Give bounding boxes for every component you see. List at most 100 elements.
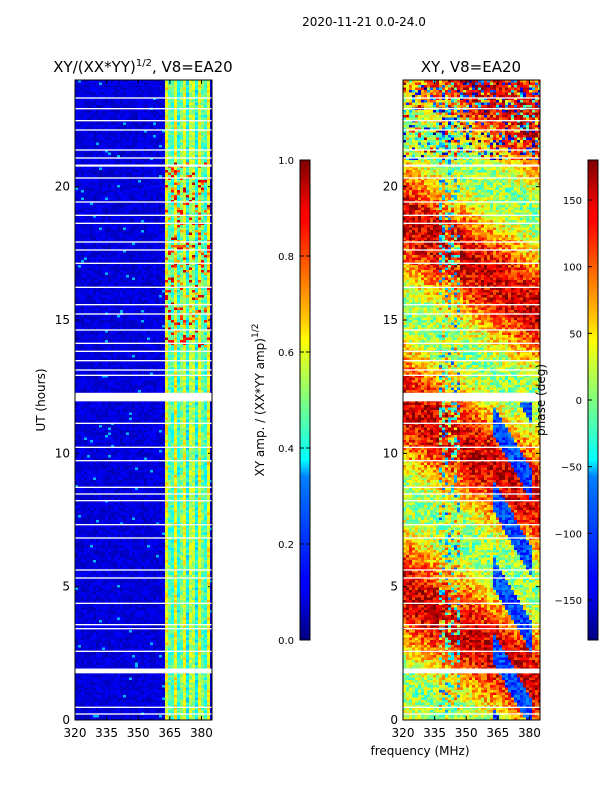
heatmap-cell [111, 147, 115, 151]
heatmap-cell [168, 335, 172, 338]
heatmap-cell [162, 187, 166, 191]
heatmap-cell [141, 130, 145, 133]
heatmap-cell [192, 225, 196, 228]
heatmap-cell [102, 292, 106, 296]
heatmap-cell [123, 245, 127, 248]
heatmap-cell [168, 247, 172, 251]
heatmap-cell [195, 150, 199, 153]
heatmap-cell [207, 135, 211, 138]
heatmap-cell [195, 122, 199, 126]
heatmap-cell [78, 237, 82, 241]
heatmap-cell [132, 142, 136, 146]
heatmap-cell [87, 220, 91, 223]
heatmap-cell [204, 117, 208, 121]
heatmap-cell [96, 287, 100, 291]
heatmap-cell [129, 277, 133, 281]
heatmap-cell [165, 185, 169, 188]
heatmap-cell [195, 217, 199, 221]
heatmap-cell [96, 120, 100, 123]
heatmap-cell [114, 305, 118, 308]
heatmap-cell [93, 92, 97, 96]
heatmap-cell [117, 292, 121, 296]
heatmap-cell [153, 292, 157, 296]
heatmap-cell [192, 180, 196, 183]
heatmap-cell [123, 97, 127, 101]
heatmap-cell [180, 340, 184, 343]
heatmap-cell [189, 227, 193, 231]
heatmap-cell [150, 285, 154, 288]
heatmap-cell [138, 105, 142, 108]
heatmap-cell [78, 255, 82, 258]
heatmap-cell [195, 185, 199, 188]
heatmap-cell [153, 190, 157, 193]
heatmap-cell [126, 210, 130, 213]
heatmap-cell [207, 190, 211, 193]
heatmap-cell [180, 315, 184, 318]
heatmap-cell [210, 142, 212, 146]
heatmap-cell [153, 230, 157, 233]
heatmap-cell [141, 192, 145, 196]
heatmap-cell [87, 307, 91, 311]
heatmap-cell [183, 112, 187, 116]
heatmap-cell [210, 335, 212, 338]
heatmap-cell [99, 147, 103, 151]
heatmap-cell [93, 345, 97, 348]
heatmap-cell [120, 150, 124, 153]
heatmap-cell [102, 332, 106, 336]
heatmap-cell [195, 155, 199, 158]
heatmap-cell [129, 337, 133, 341]
heatmap-cell [168, 337, 172, 341]
heatmap-cell [114, 180, 118, 183]
heatmap-cell [162, 190, 166, 193]
heatmap-cell [120, 230, 124, 233]
heatmap-cell [126, 247, 130, 251]
heatmap-cell [120, 135, 124, 138]
heatmap-cell [144, 175, 148, 178]
heatmap-cell [126, 287, 130, 291]
heatmap-cell [165, 175, 169, 178]
heatmap-cell [105, 205, 109, 208]
heatmap-cell [96, 205, 100, 208]
heatmap-cell [141, 235, 145, 238]
heatmap-cell [156, 192, 160, 196]
heatmap-cell [174, 257, 178, 261]
heatmap-cell [87, 115, 91, 118]
heatmap-cell [201, 160, 205, 163]
heatmap-cell [99, 302, 103, 306]
heatmap-cell [114, 80, 118, 83]
heatmap-cell [144, 82, 148, 86]
heatmap-cell [138, 227, 142, 231]
heatmap-cell [183, 180, 187, 183]
heatmap-cell [141, 300, 145, 303]
heatmap-cell [156, 237, 160, 241]
heatmap-cell [93, 287, 97, 291]
heatmap-cell [138, 147, 142, 151]
heatmap-cell [96, 277, 100, 281]
heatmap-cell [210, 92, 212, 96]
heatmap-cell [93, 87, 97, 91]
heatmap-cell [84, 235, 88, 238]
heatmap-cell [141, 285, 145, 288]
heatmap-cell [75, 180, 79, 183]
heatmap-cell [105, 345, 109, 348]
heatmap-cell [99, 80, 103, 83]
heatmap-cell [111, 307, 115, 311]
heatmap-cell [195, 120, 199, 123]
heatmap-cell [207, 192, 211, 196]
heatmap-cell [84, 232, 88, 236]
heatmap-cell [153, 157, 157, 161]
heatmap-cell [192, 272, 196, 276]
heatmap-cell [96, 215, 100, 218]
heatmap-cell [159, 185, 163, 188]
heatmap-cell [162, 180, 166, 183]
heatmap-cell [114, 220, 118, 223]
heatmap-cell [93, 160, 97, 163]
heatmap-cell [96, 190, 100, 193]
heatmap-cell [165, 337, 169, 341]
heatmap-cell [75, 190, 79, 193]
heatmap-cell [177, 337, 181, 341]
heatmap-cell [90, 127, 94, 131]
heatmap-cell [132, 245, 136, 248]
heatmap-cell [174, 85, 178, 88]
heatmap-cell [159, 207, 163, 211]
